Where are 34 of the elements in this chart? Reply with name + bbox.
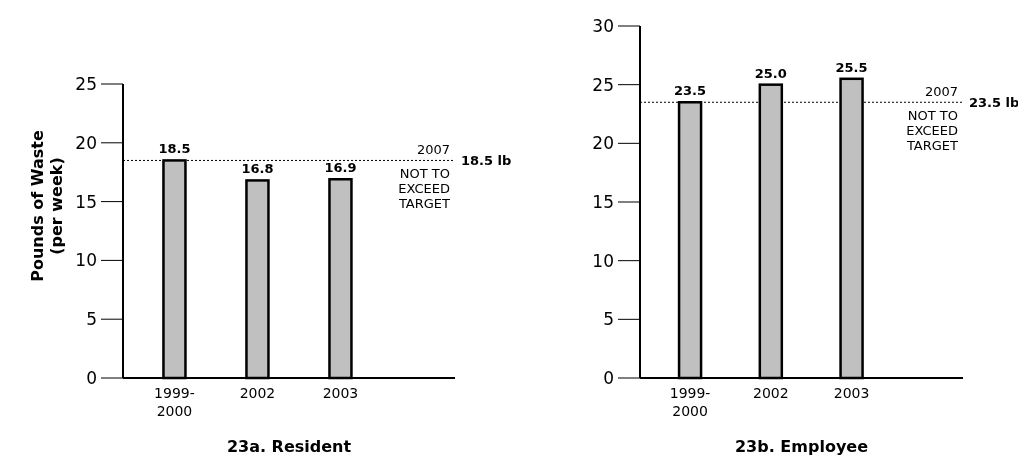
annotation: NOT TO EXCEED TARGET [905, 108, 959, 154]
y-tick-label: 15 [75, 191, 97, 212]
x-tick-label: 1999- 2000 [154, 385, 195, 419]
annotation: NOT TO EXCEED TARGET [397, 166, 451, 212]
y-tick-label: 30 [592, 16, 614, 36]
data-label: 16.9 [324, 160, 357, 176]
x-tick-label: 2002 [752, 385, 789, 401]
data-label: 25.5 [835, 59, 868, 75]
data-label: 25.0 [754, 65, 787, 81]
y-tick-label: 10 [75, 250, 97, 271]
y-tick-label: 10 [592, 250, 614, 271]
data-label: 18.5 [158, 141, 191, 157]
text: 23b. Employee [734, 437, 869, 456]
y-axis-title: Pounds of Waste (per week) [28, 130, 66, 282]
ref-line-label: 18.5 lb [461, 153, 512, 169]
x-tick-label: 2003 [833, 385, 870, 401]
y-tick-label: 5 [86, 309, 97, 330]
data-label: 16.8 [241, 161, 274, 177]
x-tick-label: 2002 [239, 385, 276, 401]
data-label: 23.5 [674, 83, 707, 99]
y-tick-label: 5 [603, 309, 614, 330]
annotation: 2007 [924, 84, 958, 100]
text: 23a. Resident [226, 437, 352, 456]
y-tick-label: 15 [592, 192, 614, 212]
y-tick-label: 20 [592, 133, 614, 154]
y-tick-label: 25 [75, 74, 97, 94]
y-tick-label: 25 [592, 74, 614, 95]
y-tick-label: 0 [86, 368, 97, 388]
x-tick-label: 1999- 2000 [669, 385, 711, 419]
y-tick-label: 0 [603, 368, 614, 388]
annotation: 2007 [416, 142, 450, 158]
ref-line-label: 23.5 lb [969, 95, 1020, 111]
y-tick-label: 20 [75, 132, 97, 153]
x-tick-label: 2003 [322, 385, 359, 401]
